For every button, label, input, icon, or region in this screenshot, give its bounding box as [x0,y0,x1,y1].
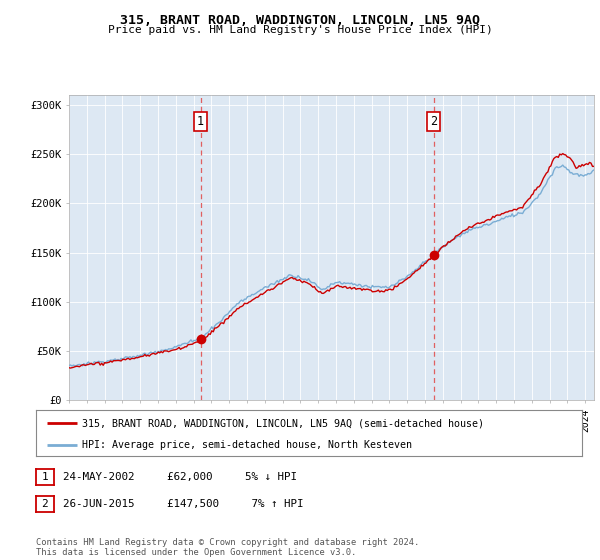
Text: 2: 2 [41,499,49,509]
Text: 315, BRANT ROAD, WADDINGTON, LINCOLN, LN5 9AQ: 315, BRANT ROAD, WADDINGTON, LINCOLN, LN… [120,14,480,27]
Text: Price paid vs. HM Land Registry's House Price Index (HPI): Price paid vs. HM Land Registry's House … [107,25,493,35]
Text: 1: 1 [41,472,49,482]
Text: 315, BRANT ROAD, WADDINGTON, LINCOLN, LN5 9AQ (semi-detached house): 315, BRANT ROAD, WADDINGTON, LINCOLN, LN… [82,418,484,428]
Text: HPI: Average price, semi-detached house, North Kesteven: HPI: Average price, semi-detached house,… [82,440,412,450]
Text: 26-JUN-2015     £147,500     7% ↑ HPI: 26-JUN-2015 £147,500 7% ↑ HPI [63,499,304,509]
Text: 24-MAY-2002     £62,000     5% ↓ HPI: 24-MAY-2002 £62,000 5% ↓ HPI [63,472,297,482]
Text: Contains HM Land Registry data © Crown copyright and database right 2024.
This d: Contains HM Land Registry data © Crown c… [36,538,419,557]
Text: 2: 2 [430,115,437,128]
Text: 1: 1 [197,115,204,128]
